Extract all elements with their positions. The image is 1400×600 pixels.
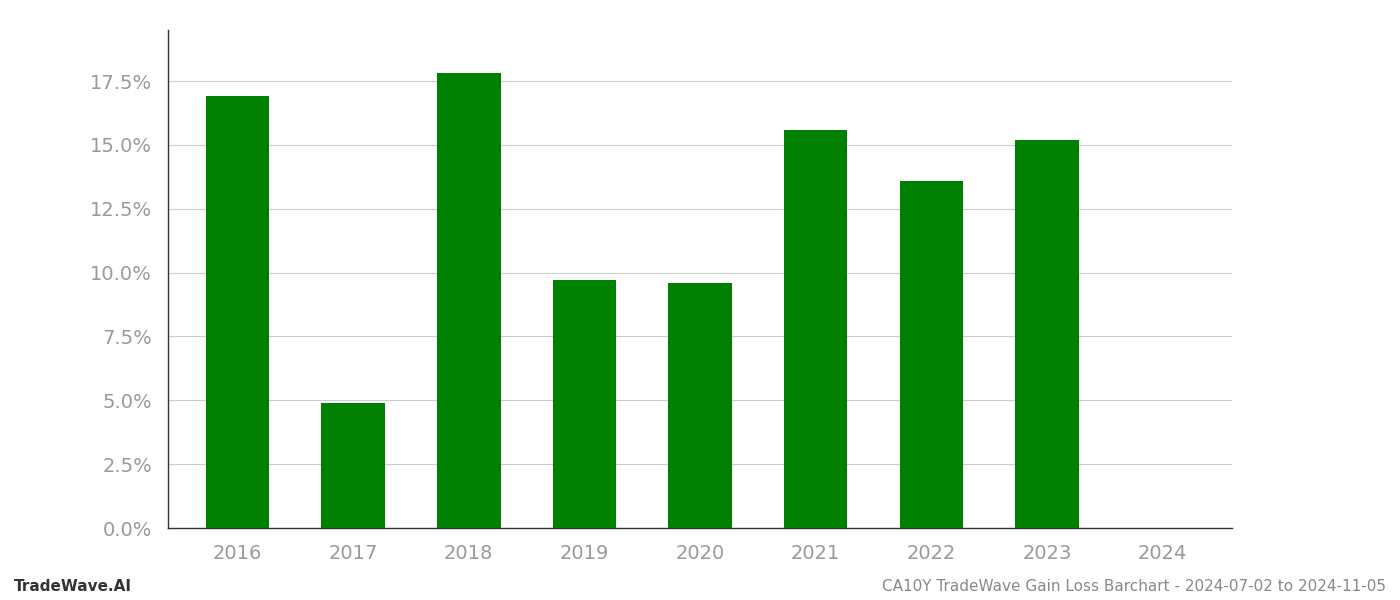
- Bar: [668, 283, 732, 528]
- Text: TradeWave.AI: TradeWave.AI: [14, 579, 132, 594]
- Bar: [437, 73, 501, 528]
- Bar: [553, 280, 616, 528]
- Text: CA10Y TradeWave Gain Loss Barchart - 2024-07-02 to 2024-11-05: CA10Y TradeWave Gain Loss Barchart - 202…: [882, 579, 1386, 594]
- Bar: [1015, 140, 1079, 528]
- Bar: [321, 403, 385, 528]
- Bar: [784, 130, 847, 528]
- Bar: [206, 97, 269, 528]
- Bar: [899, 181, 963, 528]
